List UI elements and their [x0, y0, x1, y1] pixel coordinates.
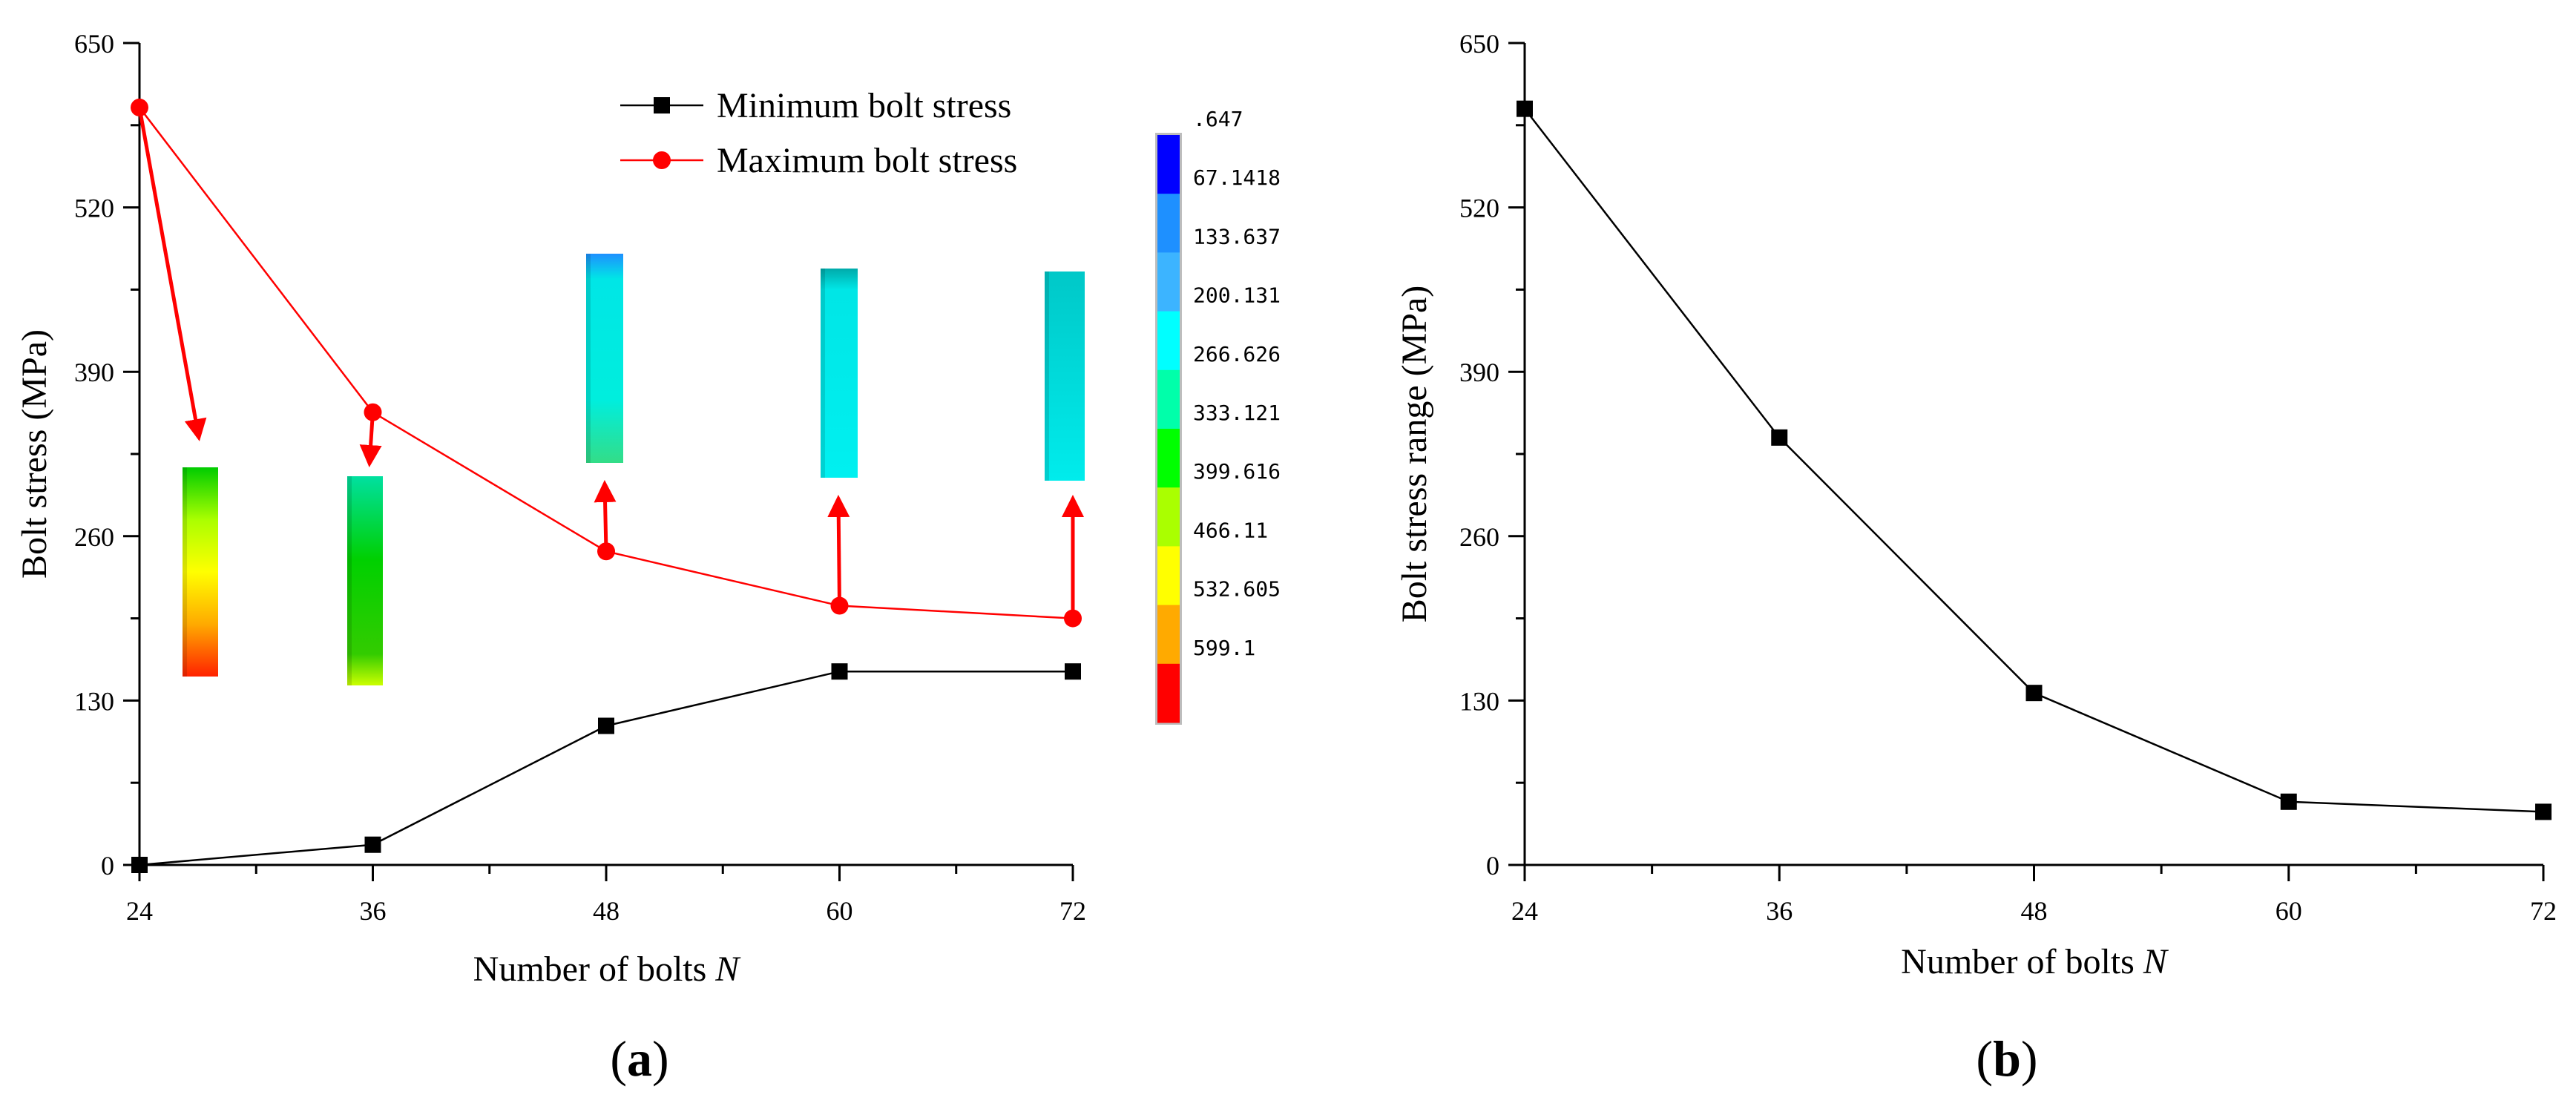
callout-arrow — [137, 107, 207, 441]
colorbar-swatch — [1157, 663, 1180, 723]
colorbar-swatch — [1157, 135, 1180, 194]
x-axis-title: Number of bolts N — [1901, 942, 2169, 981]
data-point-square — [2535, 803, 2552, 820]
panel-a-chart: 24 36 48 60 72 0 130 260 390 520 650 Number of bolt… — [15, 29, 1281, 1087]
x-tick-label: 24 — [1511, 896, 1538, 926]
y-tick-label: 520 — [1459, 194, 1499, 223]
y-tick-label: 0 — [1486, 851, 1499, 881]
colorbar-swatch — [1157, 194, 1180, 253]
y-tick-label: 650 — [74, 29, 114, 59]
data-point-square — [131, 857, 148, 873]
bolt-contour-inset — [347, 476, 383, 685]
legend-label: Minimum bolt stress — [717, 86, 1011, 125]
colorbar-label: 466.11 — [1193, 518, 1268, 542]
colorbar-swatch — [1157, 369, 1180, 430]
x-tick-label: 60 — [827, 896, 853, 926]
bolt-contour-shade — [347, 476, 352, 685]
colorbar-swatch — [1157, 429, 1180, 488]
y-tick-label: 390 — [74, 358, 114, 387]
colorbar-swatch — [1157, 605, 1180, 665]
callout-arrow — [359, 412, 382, 467]
bolt-contour-inset — [586, 254, 623, 463]
colorbar-swatch — [1157, 252, 1180, 312]
panel-letter: b — [1993, 1030, 2021, 1087]
bolt-contour-inset — [821, 269, 858, 478]
panel-label: (b) — [1976, 1030, 2037, 1087]
x-tick-label: 36 — [360, 896, 387, 926]
bolt-contour-inset — [1045, 272, 1085, 481]
data-point-square — [1771, 429, 1788, 446]
x-tick-label: 72 — [2530, 896, 2557, 926]
series-line-0 — [1524, 108, 2544, 813]
callout-arrow — [827, 495, 850, 606]
y-axis-title: Bolt stress (MPa) — [15, 329, 54, 579]
x-axis-title: Number of bolts N — [473, 950, 742, 989]
callout-arrow — [594, 480, 617, 552]
bolt-contour-shade — [586, 254, 591, 463]
colorbar-label: 67.1418 — [1193, 165, 1281, 190]
data-point-square — [2280, 793, 2297, 810]
x-tick-label: 48 — [593, 896, 620, 926]
colorbar-swatch — [1157, 546, 1180, 606]
data-point-square — [831, 663, 848, 680]
colorbar-label: 599.1 — [1193, 636, 1255, 660]
x-axis-symbol: N — [2143, 942, 2169, 981]
data-point-square — [1517, 100, 1533, 117]
colorbar-label: 266.626 — [1193, 342, 1281, 366]
y-tick-label: 650 — [1459, 29, 1499, 59]
series-line-0 — [139, 670, 1073, 866]
legend-marker — [653, 151, 671, 169]
data-point-square — [364, 836, 381, 853]
bolt-contour-shade — [183, 467, 187, 677]
panel-b-chart: 24 36 48 60 72 0 130 260 390 520 650 Number of bolt… — [1395, 29, 2557, 1087]
colorbar-label: .647 — [1193, 107, 1243, 131]
panel-letter: a — [627, 1030, 652, 1087]
legend-marker — [654, 97, 670, 113]
x-tick-label: 72 — [1059, 896, 1086, 926]
x-axis-symbol: N — [714, 950, 741, 989]
x-tick-label: 24 — [126, 896, 153, 926]
data-point-square — [1065, 663, 1081, 680]
y-tick-label: 130 — [74, 686, 114, 716]
colorbar-swatch — [1157, 311, 1180, 371]
x-tick-label: 60 — [2276, 896, 2302, 926]
colorbar-label: 399.616 — [1193, 459, 1281, 484]
x-tick-label: 36 — [1766, 896, 1793, 926]
colorbar-label: 133.637 — [1193, 224, 1281, 249]
x-tick-label: 48 — [2021, 896, 2048, 926]
bolt-contour-inset — [183, 467, 218, 677]
y-axis-title: Bolt stress range (MPa) — [1395, 286, 1434, 623]
data-point-square — [598, 717, 614, 734]
bolt-contour-shade — [821, 269, 825, 478]
y-tick-label: 260 — [74, 522, 114, 552]
colorbar-label: 333.121 — [1193, 401, 1281, 425]
y-tick-label: 390 — [1459, 358, 1499, 387]
panel-label: (a) — [610, 1030, 668, 1087]
legend-label: Maximum bolt stress — [717, 141, 1017, 180]
y-tick-label: 130 — [1459, 686, 1499, 716]
y-tick-label: 260 — [1459, 522, 1499, 552]
colorbar-label: 200.131 — [1193, 283, 1281, 308]
y-tick-label: 520 — [74, 194, 114, 223]
colorbar-label: 532.605 — [1193, 577, 1281, 602]
data-point-square — [2025, 685, 2043, 702]
bolt-contour-shade — [1045, 272, 1049, 481]
colorbar-swatch — [1157, 487, 1180, 547]
y-tick-label: 0 — [101, 851, 114, 881]
